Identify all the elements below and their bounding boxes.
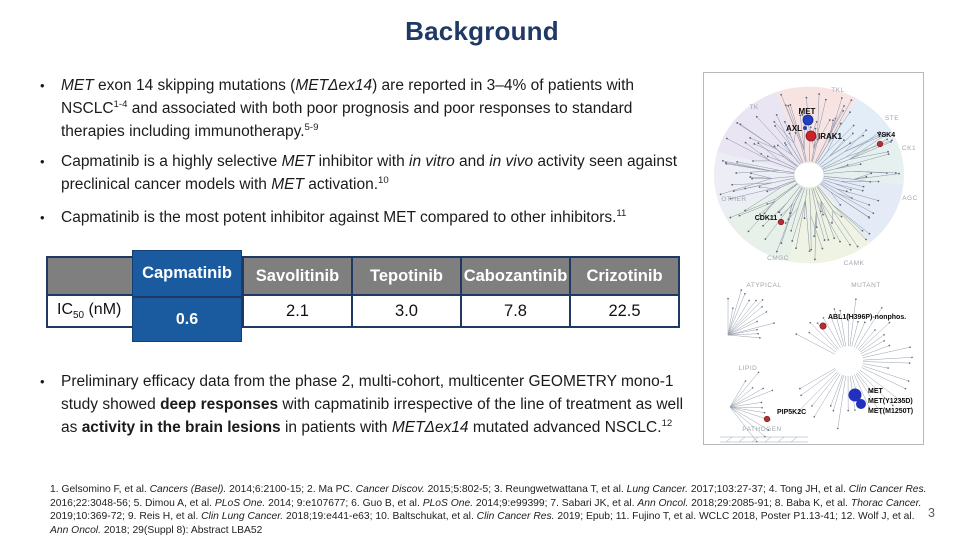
references: 1. Gelsomino F, et al. Cancers (Basel). … [50, 483, 928, 537]
bullet-marker: • [40, 78, 45, 93]
highlight-column-capmatinib: Capmatinib 0.6 [132, 250, 242, 342]
irak1-dot [805, 130, 817, 142]
met-m1250t-label: MET(M1250T) [868, 408, 913, 415]
bullet-text: Preliminary efficacy data from the phase… [61, 373, 684, 436]
ysk4-label: YSK4 [877, 132, 895, 139]
irak1-label: IRAK1 [818, 132, 843, 141]
bullet-text: Capmatinib is a highly selective MET inh… [61, 153, 678, 193]
group-label-ck1: CK1 [902, 145, 916, 152]
bullet-marker: • [40, 374, 45, 389]
met-mutant-dot-2 [856, 399, 866, 409]
met-dot [802, 114, 814, 126]
bullet-geometry-efficacy: • Preliminary efficacy data from the pha… [40, 370, 692, 439]
abl1-dot [819, 322, 827, 330]
met-label: MET [799, 107, 816, 116]
page-title: Background [405, 16, 559, 46]
row-label-ic50: IC50 (nM) [46, 294, 135, 328]
group-label-agc: AGC [902, 195, 918, 202]
group-label-lipid: LIPID [739, 365, 758, 372]
kinome-branches [713, 86, 913, 443]
group-label-other: OTHER [721, 196, 746, 203]
column-header-crizotinib: Crizotinib [569, 256, 680, 296]
page-number: 3 [928, 506, 935, 520]
group-label-cmgc: CMGC [767, 255, 789, 262]
group-label-camk: CAMK [844, 260, 865, 267]
group-label-tkl: TKL [831, 87, 844, 94]
bullet-capmatinib-selective: • Capmatinib is a highly selective MET i… [40, 150, 692, 196]
cdk11-dot [777, 218, 785, 226]
kinome-figure-panel: TK TKL STE CK1 AGC CAMK CMGC OTHER ATYPI… [703, 72, 924, 445]
bullet-capmatinib-potent: • Capmatinib is the most potent inhibito… [40, 206, 692, 229]
reference-line: 2019;10:369-72; 9. Reis H, et al. Clin L… [50, 511, 915, 523]
table-corner-cell [46, 256, 135, 296]
ysk4-dot [876, 140, 884, 148]
bullet-text: MET exon 14 skipping mutations (METΔex14… [61, 77, 635, 140]
pip5k2c-label: PIP5K2C [777, 409, 806, 416]
bullet-marker: • [40, 154, 45, 169]
reference-line: 1. Gelsomino F, et al. Cancers (Basel). … [50, 484, 927, 495]
bullet-met-exon14: • MET exon 14 skipping mutations (METΔex… [40, 74, 692, 143]
cell-cabozantinib-value: 7.8 [460, 294, 571, 328]
group-label-atypical: ATYPICAL [747, 282, 782, 289]
cell-capmatinib-value: 0.6 [175, 310, 199, 328]
group-label-mutant: MUTANT [851, 282, 881, 289]
cdk11-label: CDK11 [755, 215, 778, 222]
column-header-tepotinib: Tepotinib [351, 256, 462, 296]
column-header-cabozantinib: Cabozantinib [460, 256, 571, 296]
cell-crizotinib-value: 22.5 [569, 294, 680, 328]
met-bottom-label: MET [868, 388, 884, 395]
axl-dot [803, 126, 807, 130]
reference-line: Ann Oncol. 2018; 29(Suppl 8): Abstract L… [50, 524, 263, 536]
kinome-tree-figure: TK TKL STE CK1 AGC CAMK CMGC OTHER ATYPI… [713, 86, 918, 443]
pip5k2c-dot [763, 415, 771, 423]
abl1-label: ABL1(H396P)-nonphos. [828, 314, 906, 321]
cell-savolitinib-value: 2.1 [242, 294, 353, 328]
column-header-savolitinib: Savolitinib [242, 256, 353, 296]
cell-tepotinib-value: 3.0 [351, 294, 462, 328]
column-header-capmatinib: Capmatinib [133, 251, 241, 298]
group-label-tk: TK [749, 104, 758, 111]
met-mutant-dot-1 [848, 388, 862, 402]
bullet-text: Capmatinib is the most potent inhibitor … [61, 207, 627, 226]
group-label-ste: STE [885, 115, 899, 122]
reference-line: 2016;22:3048-56; 5. Dimou A, et al. PLoS… [50, 497, 922, 509]
met-y1235d-label: MET(Y1235D) [868, 398, 913, 405]
axl-label: AXL [786, 124, 802, 133]
bullet-marker: • [40, 210, 45, 225]
group-label-pathogen: PATHOGEN [742, 426, 782, 433]
